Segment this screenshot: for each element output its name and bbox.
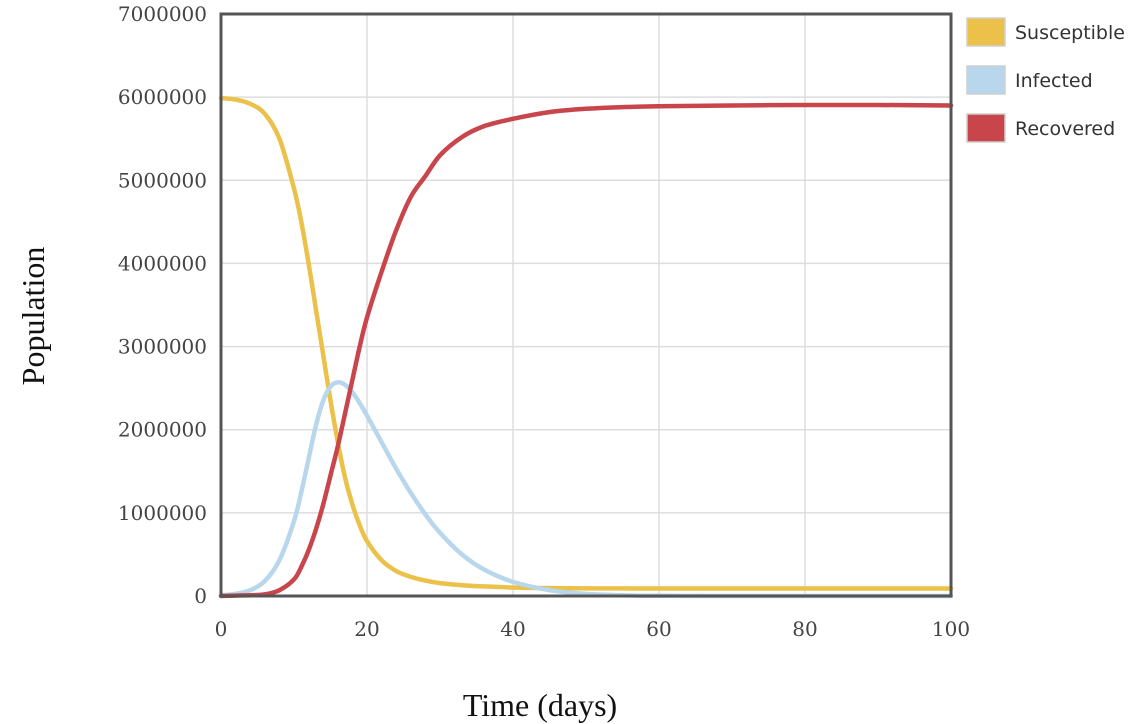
y-tick-label: 7000000 [118, 2, 207, 26]
legend-label-infected: Infected [1015, 70, 1093, 92]
series-line-recovered [218, 102, 954, 599]
x-tick-label: 20 [354, 617, 379, 641]
series-line-infected [218, 380, 954, 599]
legend-swatch-recovered [966, 113, 1006, 143]
series-line-susceptible [218, 95, 954, 591]
y-axis-title: Population [15, 247, 51, 386]
y-tick-label: 4000000 [118, 251, 207, 275]
legend-swatch-infected [966, 65, 1006, 95]
legend: Susceptible Infected Recovered [966, 17, 1125, 143]
x-tick-label: 40 [500, 617, 525, 641]
y-axis-ticks: 0 1000000 2000000 3000000 4000000 5000000 6000… [118, 2, 207, 608]
plot-frame [219, 12, 953, 598]
y-tick-label: 0 [194, 584, 207, 608]
x-tick-label: 100 [932, 617, 970, 641]
y-tick-label: 2000000 [118, 418, 207, 442]
grid-lines [221, 14, 951, 596]
x-tick-label: 60 [646, 617, 671, 641]
y-tick-label: 6000000 [118, 85, 207, 109]
x-axis-title: Time (days) [463, 687, 617, 723]
legend-label-susceptible: Susceptible [1015, 22, 1125, 44]
x-axis-ticks: 0 20 40 60 80 100 [215, 617, 970, 641]
y-tick-label: 3000000 [118, 335, 207, 359]
legend-swatch-susceptible [966, 17, 1006, 47]
x-tick-label: 0 [215, 617, 228, 641]
y-tick-label: 5000000 [118, 168, 207, 192]
legend-label-recovered: Recovered [1015, 118, 1115, 140]
y-tick-label: 1000000 [118, 501, 207, 525]
x-tick-label: 80 [792, 617, 817, 641]
